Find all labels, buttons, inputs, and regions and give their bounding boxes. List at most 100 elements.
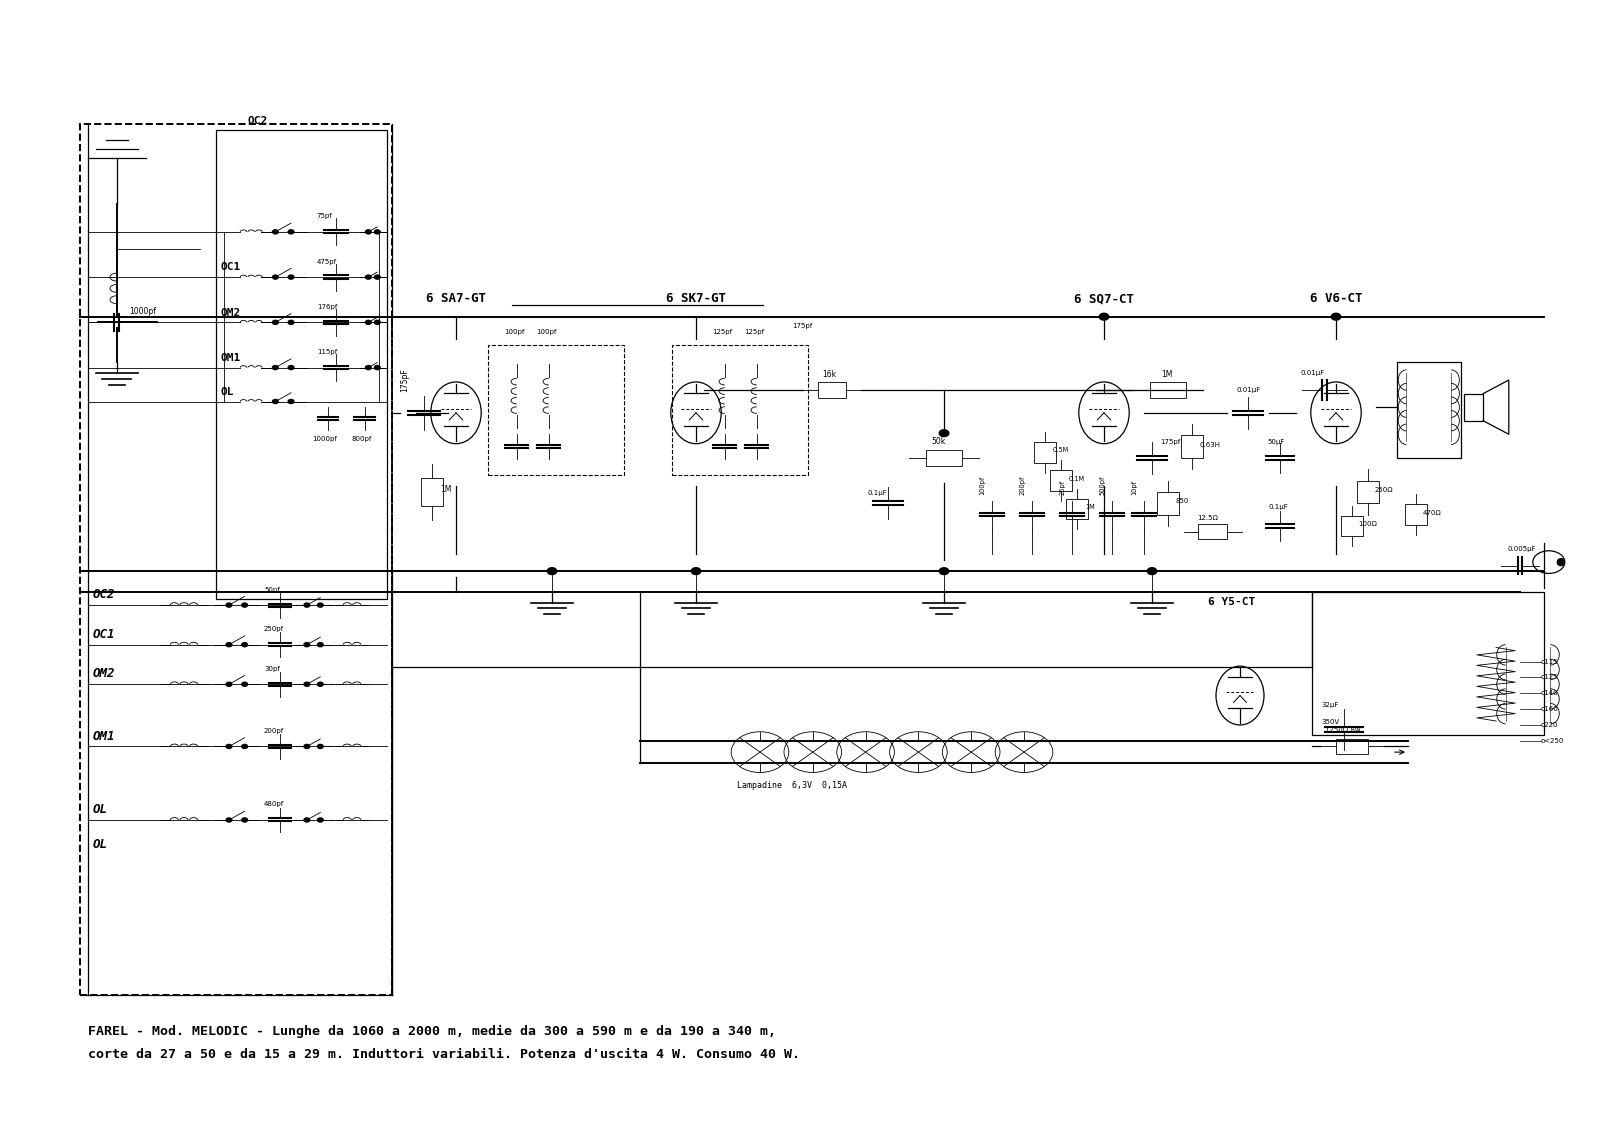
Bar (1464, 394, 1483, 421)
Text: 470Ω: 470Ω (1422, 510, 1442, 516)
Text: 1250Ω 8w: 1250Ω 8w (1325, 727, 1360, 733)
Text: 6 SQ7-CT: 6 SQ7-CT (1074, 293, 1134, 305)
Bar (1066, 499, 1088, 519)
Text: 100Ω: 100Ω (1358, 521, 1378, 527)
Circle shape (272, 365, 278, 370)
Text: 500pf: 500pf (1099, 476, 1106, 495)
Text: 100pf: 100pf (504, 329, 525, 335)
Text: OL: OL (93, 838, 107, 852)
Bar (818, 382, 846, 398)
Text: o125: o125 (1541, 674, 1558, 681)
Circle shape (374, 275, 381, 279)
Text: ●: ● (1555, 558, 1565, 567)
Circle shape (288, 399, 294, 404)
Text: OL: OL (93, 803, 107, 817)
Text: 1M: 1M (1162, 370, 1173, 379)
Circle shape (272, 275, 278, 279)
Bar (1397, 362, 1461, 458)
Bar (488, 345, 624, 475)
Text: 350V: 350V (1322, 719, 1339, 725)
Text: OM1: OM1 (221, 353, 242, 363)
Circle shape (242, 642, 248, 647)
Text: 200pf: 200pf (1019, 476, 1026, 495)
Circle shape (374, 320, 381, 325)
Circle shape (242, 603, 248, 607)
Text: corte da 27 a 50 e da 15 a 29 m. Induttori variabili. Potenza d'uscita 4 W. Cons: corte da 27 a 50 e da 15 a 29 m. Indutto… (88, 1047, 800, 1061)
Text: 0.01μF: 0.01μF (1237, 388, 1261, 394)
Circle shape (1331, 313, 1341, 320)
Circle shape (1099, 313, 1109, 320)
Circle shape (242, 818, 248, 822)
Circle shape (374, 230, 381, 234)
Text: 800pf: 800pf (352, 437, 373, 442)
Text: 250Ω: 250Ω (1374, 487, 1394, 493)
Text: 176pf: 176pf (317, 304, 338, 310)
Text: Lampadine  6,3V  0,15A: Lampadine 6,3V 0,15A (738, 782, 846, 791)
Circle shape (272, 399, 278, 404)
Text: FAREL - Mod. MELODIC - Lunghe da 1060 a 2000 m, medie da 300 a 590 m e da 190 a : FAREL - Mod. MELODIC - Lunghe da 1060 a … (88, 1025, 776, 1038)
Circle shape (272, 230, 278, 234)
Text: 475pf: 475pf (317, 259, 338, 265)
Bar (1157, 492, 1179, 515)
Text: o140: o140 (1541, 690, 1558, 697)
Circle shape (691, 568, 701, 575)
Circle shape (288, 230, 294, 234)
Bar (1150, 382, 1186, 398)
Text: OC1: OC1 (93, 628, 115, 641)
Text: 100pf: 100pf (536, 329, 557, 335)
Text: 125pf: 125pf (744, 329, 765, 335)
Bar (926, 450, 962, 466)
Text: 1M: 1M (440, 485, 451, 494)
Circle shape (226, 682, 232, 687)
Text: 200pf: 200pf (264, 728, 285, 734)
Text: OM2: OM2 (221, 308, 242, 318)
Text: OC2: OC2 (93, 588, 115, 602)
Bar (1336, 739, 1368, 754)
Text: 1M: 1M (1085, 504, 1094, 510)
Bar (672, 345, 808, 475)
Text: 250pf: 250pf (264, 627, 285, 632)
Bar (1034, 442, 1056, 463)
Text: 0.1μF: 0.1μF (1269, 504, 1288, 510)
Text: o160: o160 (1541, 706, 1558, 713)
Bar (216, 130, 387, 599)
Circle shape (365, 365, 371, 370)
Text: 0.01μF: 0.01μF (1301, 371, 1325, 377)
Text: 1000pf: 1000pf (312, 437, 338, 442)
Bar (1341, 516, 1363, 536)
Text: 0.005μF: 0.005μF (1507, 546, 1536, 552)
Circle shape (226, 642, 232, 647)
Text: 850: 850 (1176, 499, 1189, 504)
Text: 0.1M: 0.1M (1069, 476, 1085, 482)
Circle shape (317, 744, 323, 749)
Circle shape (288, 320, 294, 325)
Text: 75pf: 75pf (317, 214, 333, 219)
Text: 32μF: 32μF (1322, 702, 1339, 708)
Circle shape (939, 568, 949, 575)
Circle shape (547, 568, 557, 575)
Text: 175pF: 175pF (400, 369, 410, 392)
Circle shape (304, 818, 310, 822)
Circle shape (1147, 568, 1157, 575)
Circle shape (226, 818, 232, 822)
Text: 6 Y5-CT: 6 Y5-CT (1208, 597, 1256, 607)
Text: 0.5M: 0.5M (1053, 448, 1069, 454)
Circle shape (226, 603, 232, 607)
Circle shape (374, 365, 381, 370)
Circle shape (304, 682, 310, 687)
Text: 30pf: 30pf (264, 666, 280, 672)
Text: 115pf: 115pf (317, 349, 338, 355)
Circle shape (939, 430, 949, 437)
Text: 175pf: 175pf (1160, 440, 1181, 446)
Circle shape (288, 365, 294, 370)
Text: 6 SK7-GT: 6 SK7-GT (666, 293, 726, 305)
Circle shape (304, 642, 310, 647)
Text: OC2: OC2 (248, 116, 269, 127)
Bar (421, 478, 443, 507)
Bar (80, 124, 392, 995)
Text: OL: OL (221, 387, 234, 397)
Text: 125pf: 125pf (712, 329, 733, 335)
Circle shape (317, 603, 323, 607)
Text: OM1: OM1 (93, 729, 115, 743)
Text: OM2: OM2 (93, 667, 115, 681)
